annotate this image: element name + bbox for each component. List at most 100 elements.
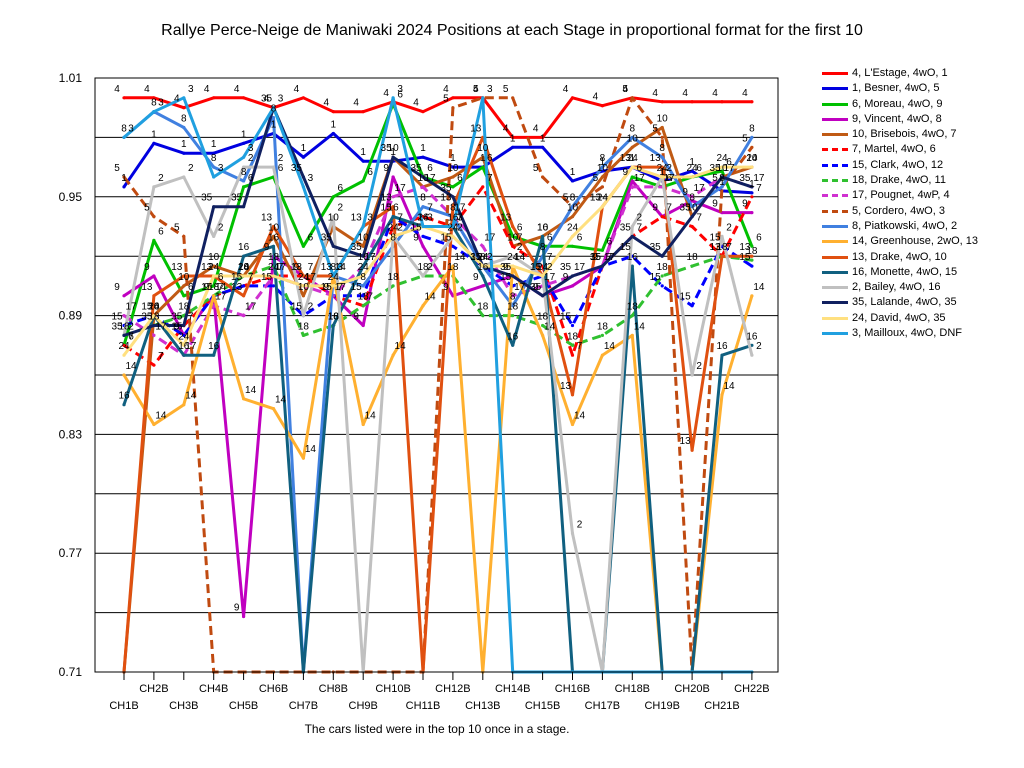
data-point — [750, 264, 754, 268]
data-label: 17 — [275, 262, 287, 273]
data-point — [182, 96, 186, 100]
data-label: 5 — [623, 84, 629, 95]
x-tick-label: CH1B — [109, 700, 138, 712]
data-label: 17 — [484, 232, 496, 243]
data-point — [152, 141, 156, 145]
data-label: 5 — [473, 84, 479, 95]
x-tick-label: CH21B — [704, 700, 739, 712]
data-label: 6 — [517, 222, 523, 233]
data-label: 4 — [294, 84, 300, 95]
data-label: 1 — [659, 167, 665, 178]
data-label: 4 — [114, 84, 120, 95]
data-label: 3 — [427, 213, 433, 224]
data-point — [212, 274, 216, 278]
data-point — [301, 456, 305, 460]
data-point — [122, 96, 126, 100]
data-point — [271, 224, 276, 229]
data-label: 10 — [746, 153, 758, 164]
data-label: 10 — [328, 213, 340, 224]
data-point — [541, 175, 545, 179]
x-tick-label: CH2B — [139, 683, 168, 695]
data-label: 8 — [271, 104, 277, 115]
data-point — [242, 155, 246, 159]
data-label: 7 — [128, 331, 134, 342]
data-label: 13 — [381, 193, 393, 204]
data-point — [511, 96, 515, 100]
x-tick-label: CH17B — [585, 700, 620, 712]
data-point — [122, 403, 126, 407]
data-point — [271, 284, 276, 288]
data-label: 15 — [351, 282, 363, 293]
data-point — [690, 195, 694, 199]
x-tick-label: CH3B — [169, 700, 198, 712]
data-point — [570, 205, 575, 209]
data-point — [720, 175, 724, 179]
data-point — [271, 116, 276, 120]
data-label: 15 — [440, 232, 452, 243]
data-point — [511, 264, 515, 268]
data-label: 10 — [567, 203, 579, 214]
data-point — [570, 393, 575, 397]
data-point — [212, 96, 216, 100]
data-label: 5 — [593, 173, 599, 184]
data-label: 24 — [627, 153, 639, 164]
data-point — [331, 195, 335, 199]
data-label: 1 — [600, 157, 606, 168]
data-label: 4 — [353, 98, 359, 109]
data-label: 4 — [264, 94, 270, 105]
data-point — [361, 304, 365, 308]
data-label: 3 — [158, 98, 164, 109]
data-label: 18 — [567, 331, 579, 342]
data-point — [481, 264, 485, 268]
data-label: 8 — [600, 153, 606, 164]
data-point — [182, 294, 186, 298]
data-point — [152, 314, 156, 318]
data-point — [122, 135, 126, 139]
data-label: 14 — [155, 411, 167, 422]
data-label: 24 — [657, 163, 669, 174]
data-point — [750, 195, 754, 199]
data-label: 2 — [577, 519, 583, 530]
data-point — [690, 448, 694, 452]
data-point — [361, 110, 365, 114]
data-label: 3 — [188, 84, 194, 95]
data-point — [690, 224, 694, 229]
data-point — [720, 169, 724, 173]
data-label: 13 — [291, 262, 303, 273]
data-label: 35 — [530, 282, 542, 293]
data-point — [242, 254, 246, 258]
y-tick-label: 0.71 — [59, 665, 83, 679]
data-label: 13 — [620, 153, 632, 164]
data-label: 16 — [716, 341, 728, 352]
data-label: 3 — [457, 213, 463, 224]
data-label: 13 — [680, 436, 692, 447]
data-label: 8 — [151, 98, 157, 109]
data-label: 24 — [178, 331, 190, 342]
data-label: 6 — [487, 153, 493, 164]
data-label: 1 — [480, 153, 486, 164]
data-label: 6 — [547, 232, 553, 243]
legend-swatch — [822, 194, 848, 198]
data-label: 8 — [719, 173, 725, 184]
data-label: 24 — [507, 252, 519, 263]
data-label: 3 — [367, 213, 373, 224]
data-point — [421, 274, 425, 278]
data-label: 18 — [507, 302, 519, 313]
data-label: 16 — [268, 232, 280, 243]
data-label: 18 — [388, 272, 400, 283]
series-line — [122, 131, 752, 195]
data-point — [421, 185, 425, 189]
data-label: 2 — [158, 173, 164, 184]
x-tick-label: CH12B — [435, 683, 470, 695]
data-label: 7 — [457, 213, 463, 224]
data-point — [391, 96, 395, 100]
data-point — [301, 96, 305, 100]
data-label: 24 — [447, 222, 459, 233]
data-label: 14 — [305, 444, 317, 455]
data-point — [152, 110, 156, 114]
legend-label: 7, Martel, 4wO, 6 — [852, 143, 936, 156]
data-label: 2 — [637, 213, 643, 224]
data-label: 17 — [245, 302, 257, 313]
data-label: 8 — [181, 114, 187, 125]
data-label: 8 — [241, 167, 247, 178]
